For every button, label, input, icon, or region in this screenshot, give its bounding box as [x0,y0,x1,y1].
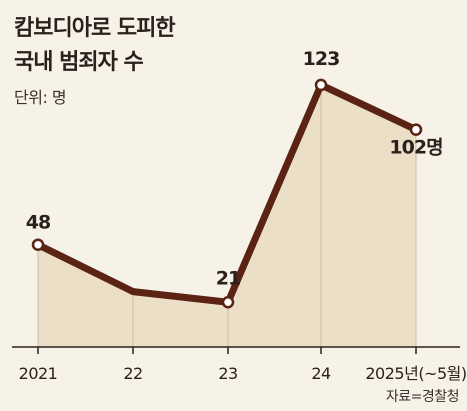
chart-title-line-1: 캄보디아로 도피한 [14,16,176,41]
data-point-2 [221,296,235,309]
x-tick-label-4: 2025년(~5월) [365,364,466,383]
data-label-0: 48 [26,212,51,234]
x-tick-label-0: 2021 [19,364,58,383]
data-label-4: 102명 [389,137,442,159]
x-tick-label-2: 23 [218,364,237,383]
data-label-3: 123 [303,48,340,70]
chart-title-line-2: 국내 범죄자 수 [14,50,144,75]
data-point-0 [31,238,45,251]
data-label-2: 21 [216,267,240,289]
data-point-3 [314,78,328,92]
source-label: 자료=경찰청 [385,389,460,405]
x-tick-label-3: 24 [311,364,331,383]
x-tick-label-1: 22 [123,364,142,383]
data-point-4 [409,123,423,136]
unit-label: 단위: 명 [14,88,67,107]
